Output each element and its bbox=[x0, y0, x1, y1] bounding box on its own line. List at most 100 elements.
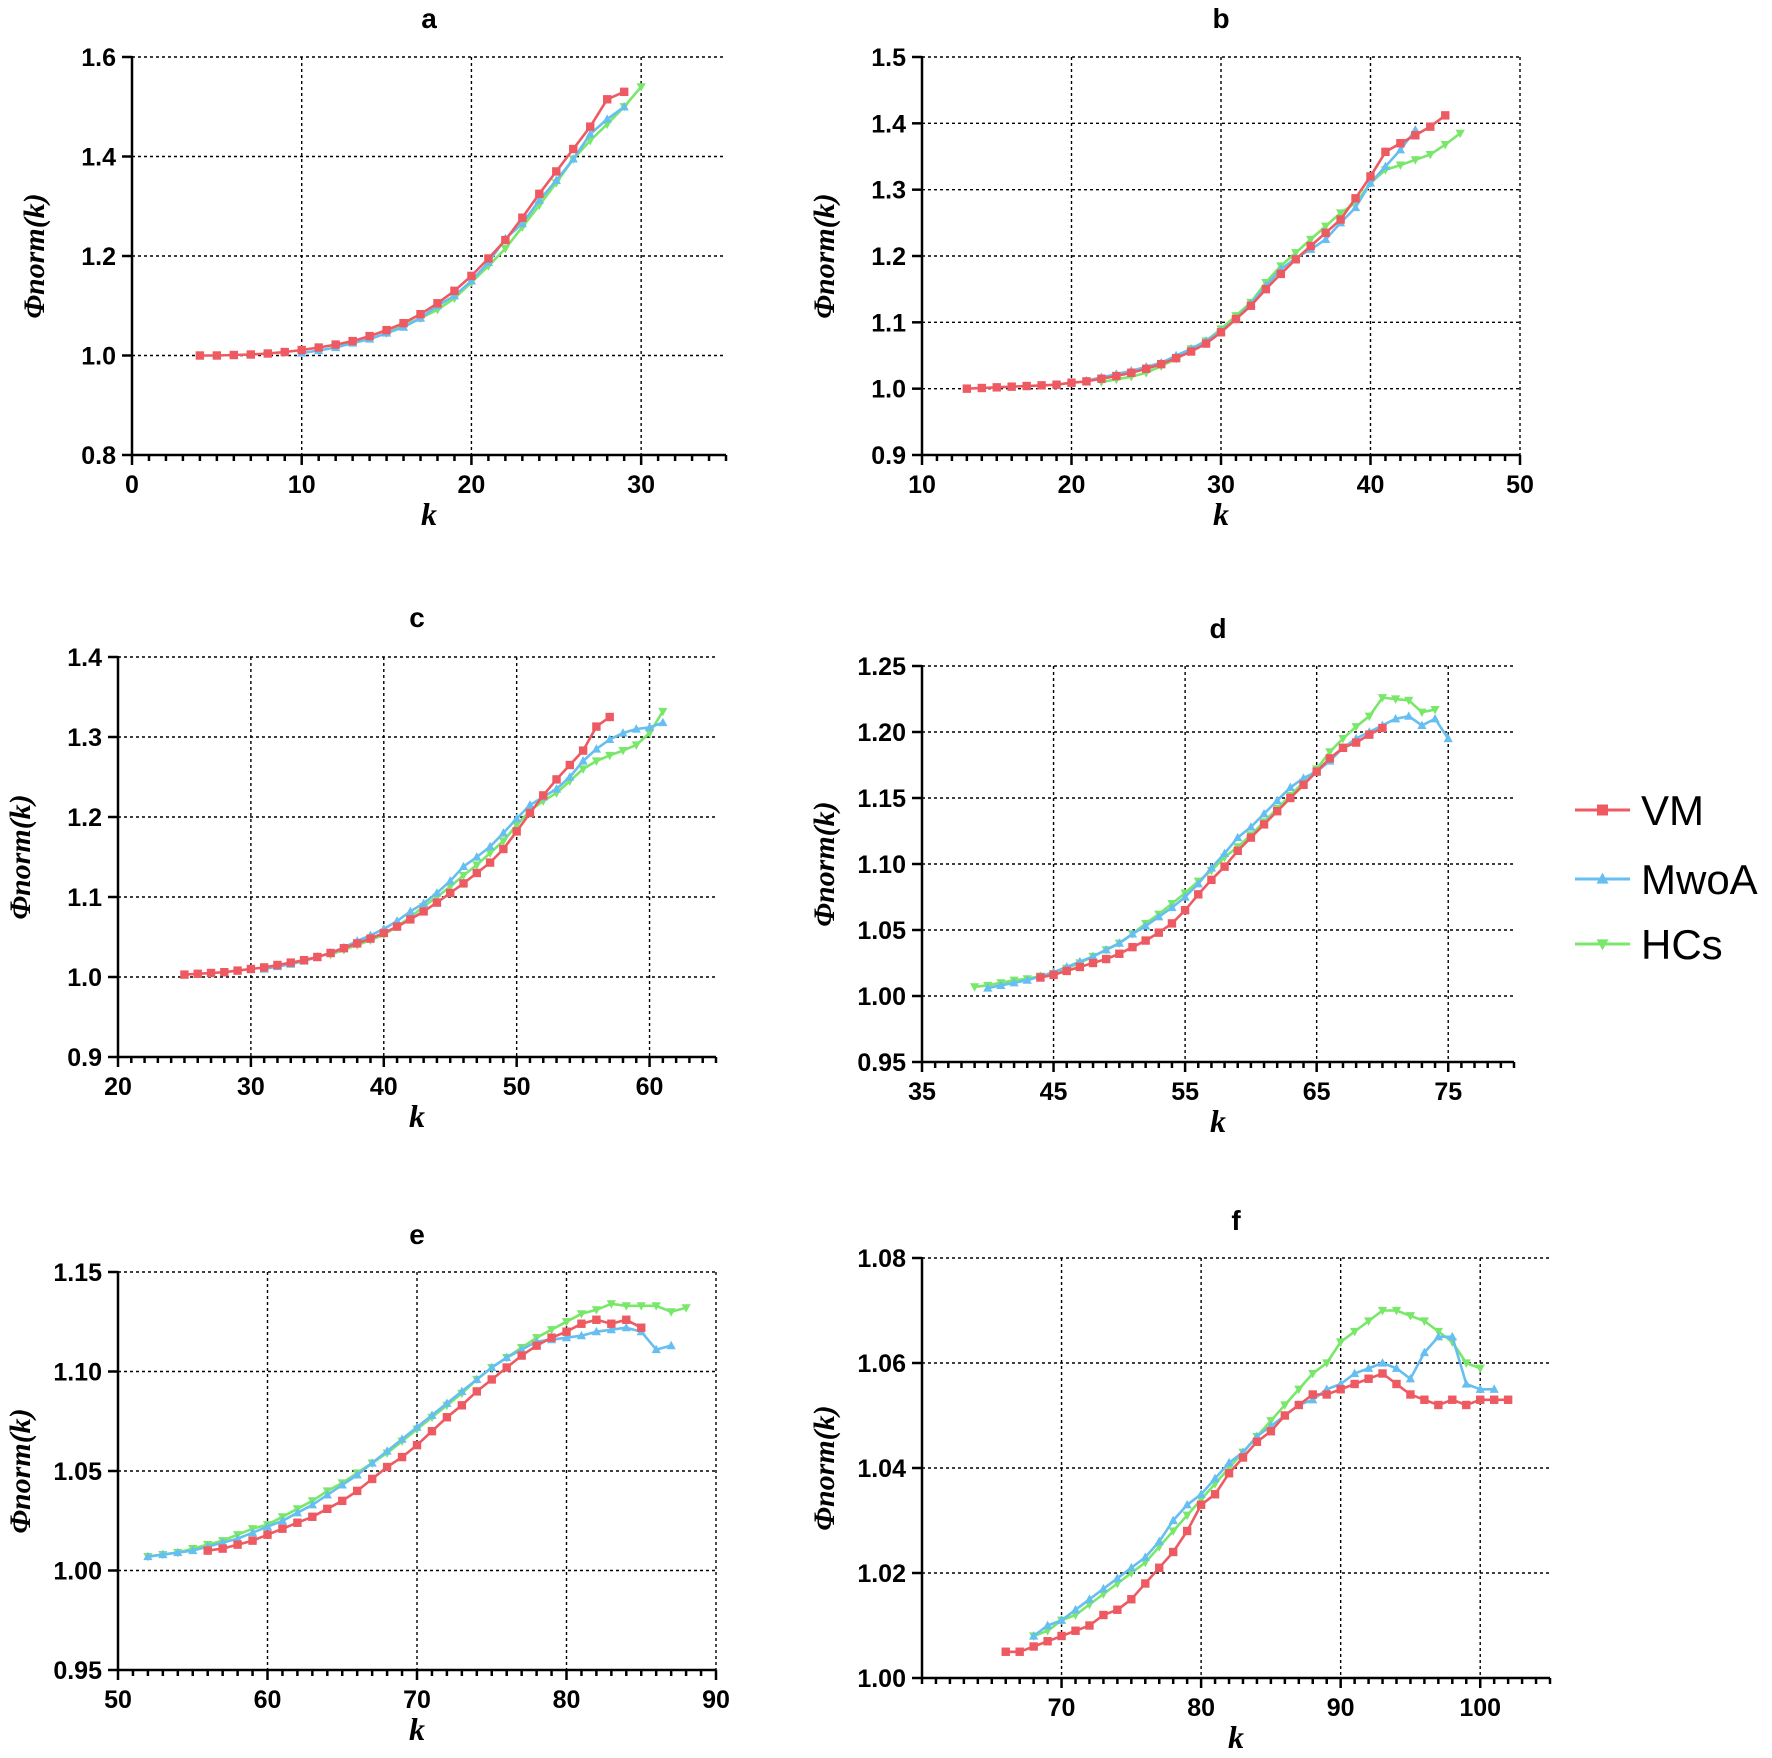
data-point-mwoa bbox=[262, 1521, 273, 1531]
data-point-hcs bbox=[644, 729, 655, 738]
data-point-mwoa bbox=[1298, 773, 1309, 782]
data-point-mwoa bbox=[1405, 1373, 1416, 1383]
data-point-mwoa bbox=[1084, 1594, 1095, 1603]
data-point-mwoa bbox=[517, 1344, 527, 1354]
data-point-vm bbox=[1201, 339, 1211, 348]
series-line-mwoa bbox=[1086, 129, 1417, 382]
data-point-vm bbox=[1075, 962, 1085, 972]
data-point-vm bbox=[1462, 1400, 1471, 1410]
data-point-vm bbox=[535, 189, 544, 199]
data-point-hcs bbox=[1395, 161, 1406, 170]
data-point-mwoa bbox=[352, 1470, 362, 1479]
data-point-vm bbox=[218, 1544, 227, 1553]
y-axis-label: Φnorm(k) bbox=[808, 1405, 841, 1530]
data-point-hcs bbox=[445, 883, 455, 892]
data-point-mwoa bbox=[1447, 1331, 1457, 1341]
data-point-mwoa bbox=[1101, 944, 1111, 954]
data-point-vm bbox=[1231, 314, 1241, 324]
data-point-mwoa bbox=[1140, 1552, 1150, 1561]
series-line-vm bbox=[207, 1318, 642, 1552]
data-point-vm bbox=[1099, 1610, 1108, 1620]
data-point-mwoa bbox=[621, 1322, 631, 1332]
data-point-vm bbox=[552, 167, 561, 176]
data-point-hcs bbox=[1196, 1495, 1206, 1505]
data-point-mwoa bbox=[1088, 951, 1098, 960]
data-point-vm bbox=[1266, 1427, 1276, 1436]
data-point-mwoa bbox=[232, 1533, 243, 1543]
y-tick-label: 1.10 bbox=[857, 851, 906, 879]
data-point-vm bbox=[977, 383, 986, 393]
x-tick-label: 0 bbox=[125, 471, 139, 499]
x-tick-label: 20 bbox=[104, 1073, 132, 1101]
data-point-mwoa bbox=[1285, 782, 1295, 792]
y-tick-label: 0.95 bbox=[53, 1657, 102, 1685]
data-point-vm bbox=[180, 970, 189, 979]
y-tick-label: 1.05 bbox=[53, 1458, 102, 1486]
data-point-vm bbox=[517, 1351, 526, 1360]
data-point-mwoa bbox=[472, 1374, 482, 1384]
data-point-vm bbox=[248, 1536, 257, 1545]
data-point-hcs bbox=[636, 83, 646, 92]
data-point-vm bbox=[1112, 371, 1121, 381]
data-point-vm bbox=[578, 746, 588, 755]
data-point-mwoa bbox=[432, 888, 442, 897]
data-point-vm bbox=[457, 1401, 467, 1410]
data-point-mwoa bbox=[1182, 1499, 1192, 1509]
y-tick-label: 1.04 bbox=[857, 1455, 906, 1483]
data-point-vm bbox=[1043, 1637, 1052, 1646]
data-point-vm bbox=[1448, 1395, 1457, 1404]
data-point-vm bbox=[353, 1486, 362, 1496]
y-tick-label: 1.00 bbox=[857, 983, 906, 1011]
data-point-mwoa bbox=[466, 276, 477, 285]
data-point-vm bbox=[1322, 1390, 1331, 1399]
data-point-vm bbox=[1441, 111, 1450, 120]
data-point-hcs bbox=[1084, 1600, 1095, 1610]
panel-a: 0 10 20 30 0.8 1.0 1.2 1.4 1.6 a k Φnorm(k) bbox=[18, 3, 728, 532]
data-point-vm bbox=[1015, 1647, 1024, 1656]
data-point-hcs bbox=[512, 821, 522, 830]
plot-series bbox=[970, 694, 1453, 992]
y-axis-label: Φnorm(k) bbox=[4, 794, 37, 919]
data-point-vm bbox=[1365, 730, 1374, 739]
data-point-vm bbox=[367, 1474, 377, 1484]
data-point-vm bbox=[427, 1427, 437, 1436]
data-point-hcs bbox=[1182, 1511, 1192, 1521]
series-line-vm bbox=[184, 715, 611, 976]
data-point-vm bbox=[603, 95, 612, 104]
data-point-hcs bbox=[621, 1302, 631, 1311]
y-tick-label: 1.00 bbox=[857, 1665, 906, 1693]
data-point-hcs bbox=[1390, 695, 1401, 704]
data-point-vm bbox=[382, 325, 391, 335]
data-point-vm bbox=[1503, 1395, 1513, 1404]
data-point-mwoa bbox=[277, 1515, 288, 1525]
data-point-hcs bbox=[546, 1326, 557, 1335]
data-point-vm bbox=[1037, 381, 1046, 390]
data-point-vm bbox=[502, 1363, 511, 1372]
data-point-hcs bbox=[1042, 1627, 1053, 1636]
data-point-vm bbox=[592, 1315, 601, 1324]
panel-f: 70 80 90 100 1.00 1.02 1.04 1.06 1.08 f k Φnorm(k) bbox=[808, 1205, 1552, 1755]
x-tick-label: 35 bbox=[908, 1078, 936, 1106]
x-tick-label: 80 bbox=[1187, 1694, 1215, 1722]
x-tick-label: 60 bbox=[254, 1686, 282, 1714]
panel-title: a bbox=[421, 3, 437, 34]
data-point-vm bbox=[1142, 364, 1151, 373]
data-point-mwoa bbox=[631, 724, 641, 733]
data-point-mwoa bbox=[1114, 938, 1124, 947]
data-point-vm bbox=[246, 964, 256, 974]
data-point-mwoa bbox=[1154, 911, 1164, 921]
grid bbox=[118, 656, 716, 1057]
data-point-mwoa bbox=[158, 1549, 168, 1559]
data-point-vm bbox=[1224, 1469, 1234, 1478]
data-point-vm bbox=[382, 1462, 392, 1472]
x-tick-label: 70 bbox=[1048, 1694, 1076, 1722]
data-point-hcs bbox=[561, 1318, 572, 1327]
data-point-mwoa bbox=[442, 1398, 452, 1407]
data-point-vm bbox=[1338, 743, 1348, 753]
y-tick-label: 1.4 bbox=[871, 110, 906, 138]
data-point-vm bbox=[1207, 875, 1216, 885]
data-point-vm bbox=[1154, 928, 1163, 937]
data-point-mwoa bbox=[1350, 1368, 1360, 1378]
data-point-vm bbox=[1128, 942, 1137, 952]
data-point-vm bbox=[1273, 807, 1282, 816]
